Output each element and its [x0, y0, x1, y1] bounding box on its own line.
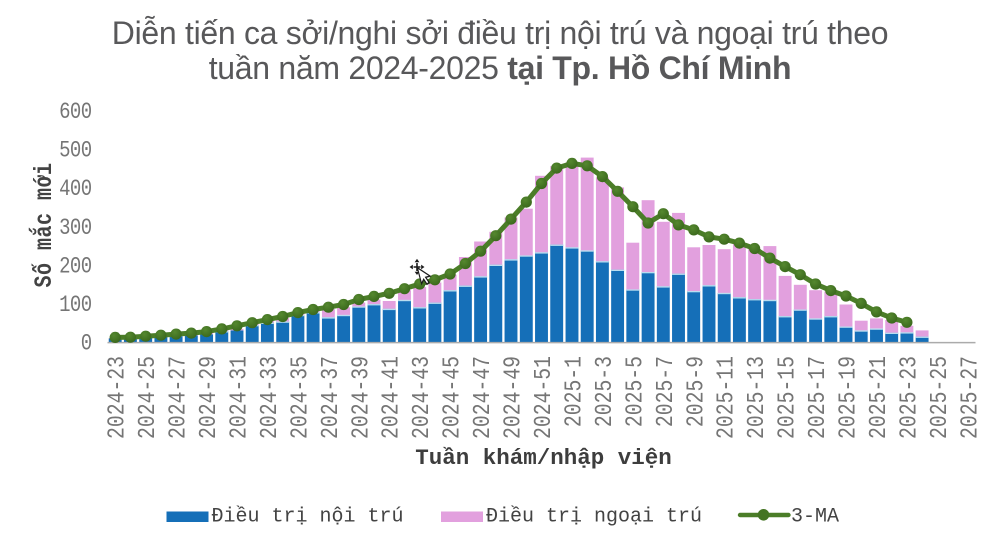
svg-text:2025-23: 2025-23: [896, 356, 923, 439]
svg-text:2024-49: 2024-49: [500, 356, 527, 439]
svg-text:2025-5: 2025-5: [622, 356, 649, 427]
svg-text:100: 100: [59, 292, 91, 318]
svg-text:Điều trị nội trú: Điều trị nội trú: [212, 506, 404, 529]
svg-text:2025-1: 2025-1: [561, 356, 588, 427]
svg-text:2024-29: 2024-29: [196, 356, 223, 439]
svg-text:2025-9: 2025-9: [683, 356, 710, 427]
svg-text:2024-27: 2024-27: [165, 356, 192, 439]
svg-text:2024-33: 2024-33: [256, 356, 283, 439]
svg-text:3-MA: 3-MA: [791, 506, 839, 529]
svg-text:2025-19: 2025-19: [835, 356, 862, 439]
svg-text:2024-35: 2024-35: [287, 356, 314, 439]
svg-text:2025-3: 2025-3: [591, 356, 618, 427]
svg-text:2024-47: 2024-47: [470, 356, 497, 439]
svg-text:200: 200: [59, 254, 91, 280]
svg-text:2025-27: 2025-27: [957, 356, 984, 439]
svg-text:500: 500: [59, 138, 91, 164]
svg-text:2024-23: 2024-23: [104, 356, 131, 439]
svg-text:2024-25: 2024-25: [135, 356, 162, 439]
svg-text:600: 600: [59, 100, 91, 126]
svg-text:2025-25: 2025-25: [926, 356, 953, 439]
svg-text:2024-39: 2024-39: [348, 356, 375, 439]
svg-text:2025-15: 2025-15: [774, 356, 801, 439]
svg-text:Số mắc mới: Số mắc mới: [29, 163, 59, 288]
svg-text:2024-41: 2024-41: [378, 356, 405, 439]
svg-text:2025-7: 2025-7: [652, 356, 679, 427]
svg-text:0: 0: [81, 331, 92, 357]
svg-text:400: 400: [59, 177, 91, 203]
svg-text:2024-37: 2024-37: [317, 356, 344, 439]
svg-text:2025-17: 2025-17: [805, 356, 832, 439]
svg-text:2024-51: 2024-51: [530, 356, 557, 439]
svg-text:2025-13: 2025-13: [744, 356, 771, 439]
svg-text:2025-11: 2025-11: [713, 356, 740, 439]
svg-text:Tuần khám/nhập viện: Tuần khám/nhập viện: [415, 445, 672, 471]
svg-text:2025-21: 2025-21: [865, 356, 892, 439]
svg-text:2024-43: 2024-43: [409, 356, 436, 439]
svg-text:Điều trị ngoại trú: Điều trị ngoại trú: [486, 506, 702, 529]
svg-text:2024-45: 2024-45: [439, 356, 466, 439]
svg-text:300: 300: [59, 215, 91, 241]
svg-text:2024-31: 2024-31: [226, 356, 253, 439]
